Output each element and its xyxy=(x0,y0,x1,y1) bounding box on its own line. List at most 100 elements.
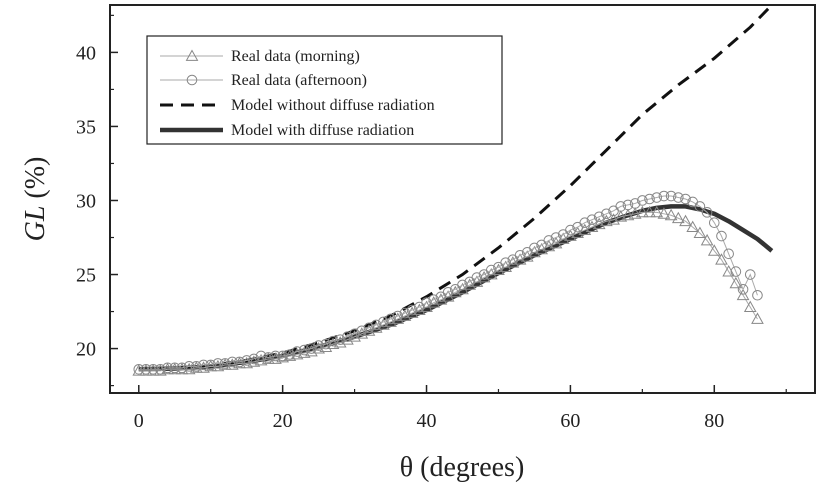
data-point-circle xyxy=(284,349,296,360)
data-point-circle xyxy=(234,356,245,368)
data-point-circle xyxy=(500,257,511,268)
y-tick-label: 40 xyxy=(76,42,96,64)
data-point-circle xyxy=(226,356,238,368)
data-point-circle xyxy=(385,313,396,325)
legend-entry: Real data (morning) xyxy=(160,48,360,65)
data-point-triangle xyxy=(729,276,743,289)
data-point-circle xyxy=(378,316,389,328)
data-point-circle xyxy=(147,364,159,375)
data-point-circle xyxy=(651,192,663,203)
x-tick-label: 0 xyxy=(134,410,144,432)
legend-entry: Model with diffuse radiation xyxy=(160,122,414,139)
data-point-circle xyxy=(270,350,281,362)
data-point-circle xyxy=(212,358,224,369)
data-point-circle xyxy=(176,362,188,374)
data-point-circle xyxy=(363,322,375,334)
data-point-circle xyxy=(457,279,468,291)
legend-label: Model with diffuse radiation xyxy=(231,122,414,139)
data-point-circle xyxy=(579,217,591,228)
data-point-circle xyxy=(737,284,749,295)
data-point-triangle xyxy=(628,207,642,219)
data-point-triangle xyxy=(600,214,613,227)
data-point-circle xyxy=(442,286,454,298)
data-point-circle xyxy=(327,335,339,347)
data-point-circle xyxy=(421,297,432,308)
data-point-circle xyxy=(701,207,713,218)
data-point-circle xyxy=(320,338,332,350)
data-point-circle xyxy=(186,74,198,86)
legend: Real data (morning) Real data (afternoon)… xyxy=(146,35,503,145)
data-point-circle xyxy=(529,242,540,254)
data-point-circle xyxy=(658,190,670,202)
data-point-circle xyxy=(392,310,404,322)
data-point-circle xyxy=(543,235,555,246)
data-point-circle xyxy=(241,355,252,366)
data-point-circle xyxy=(723,248,734,260)
data-point-triangle xyxy=(751,312,764,324)
data-point-triangle xyxy=(736,288,750,301)
data-point-circle xyxy=(248,353,260,365)
data-point-circle xyxy=(622,199,634,211)
y-tick-label: 30 xyxy=(76,190,96,212)
data-point-circle xyxy=(593,211,605,223)
data-point-triangle xyxy=(743,300,757,313)
data-point-circle xyxy=(752,289,763,301)
data-point-circle xyxy=(306,343,317,354)
data-point-circle xyxy=(334,334,346,345)
data-point-triangle xyxy=(693,226,707,238)
x-tick-label: 80 xyxy=(704,410,724,432)
y-axis-title-italic: GL xyxy=(20,206,51,242)
data-point-triangle xyxy=(671,211,685,224)
data-point-circle xyxy=(637,195,648,206)
data-point-circle xyxy=(601,208,612,220)
data-point-triangle xyxy=(635,205,649,218)
legend-entry: Model without diffuse radiation xyxy=(160,97,435,114)
legend-label: Real data (afternoon) xyxy=(231,72,367,89)
data-point-circle xyxy=(219,358,231,369)
y-tick-label: 25 xyxy=(76,265,96,287)
data-point-circle xyxy=(198,359,209,371)
data-point-circle xyxy=(133,364,145,375)
data-point-triangle xyxy=(707,244,721,256)
data-point-circle xyxy=(428,294,440,306)
y-tick-label: 20 xyxy=(76,339,96,361)
series-1 xyxy=(133,190,763,375)
ticks-layer: 0 20 40 60 80 20 25 30 35 40 xyxy=(76,14,787,432)
data-point-circle xyxy=(644,193,655,205)
data-point-triangle xyxy=(715,253,728,265)
data-point-circle xyxy=(406,304,418,316)
x-axis-title: θ (degrees) xyxy=(400,452,525,483)
data-point-triangle xyxy=(700,233,714,246)
x-tick-label: 20 xyxy=(273,410,293,432)
data-point-circle xyxy=(514,249,526,261)
data-point-circle xyxy=(680,193,691,205)
data-point-circle xyxy=(155,364,166,375)
x-tick-label: 40 xyxy=(417,410,437,432)
data-point-circle xyxy=(255,350,267,362)
data-point-triangle xyxy=(686,220,700,233)
data-point-circle xyxy=(665,190,677,202)
x-tick-label: 60 xyxy=(560,410,580,432)
data-point-circle xyxy=(162,362,173,374)
data-point-circle xyxy=(342,331,353,343)
y-axis-title-unit: (%) xyxy=(20,157,51,206)
data-point-triangle xyxy=(643,205,656,218)
data-point-circle xyxy=(744,269,756,280)
data-point-circle xyxy=(262,352,274,363)
data-point-circle xyxy=(370,319,382,331)
data-point-circle xyxy=(471,272,483,283)
data-point-triangle xyxy=(650,205,664,218)
data-point-circle xyxy=(399,307,411,319)
data-point-circle xyxy=(191,361,202,372)
data-point-triangle xyxy=(664,208,678,221)
data-point-circle xyxy=(277,350,288,362)
data-point-triangle xyxy=(621,208,635,221)
series-layer xyxy=(132,5,774,376)
legend-entry: Real data (afternoon) xyxy=(160,72,367,89)
data-point-circle xyxy=(349,328,360,340)
series-3 xyxy=(138,204,774,372)
data-point-circle xyxy=(708,217,720,228)
data-point-circle xyxy=(205,359,217,371)
series-0 xyxy=(132,205,764,376)
data-point-circle xyxy=(356,325,368,337)
